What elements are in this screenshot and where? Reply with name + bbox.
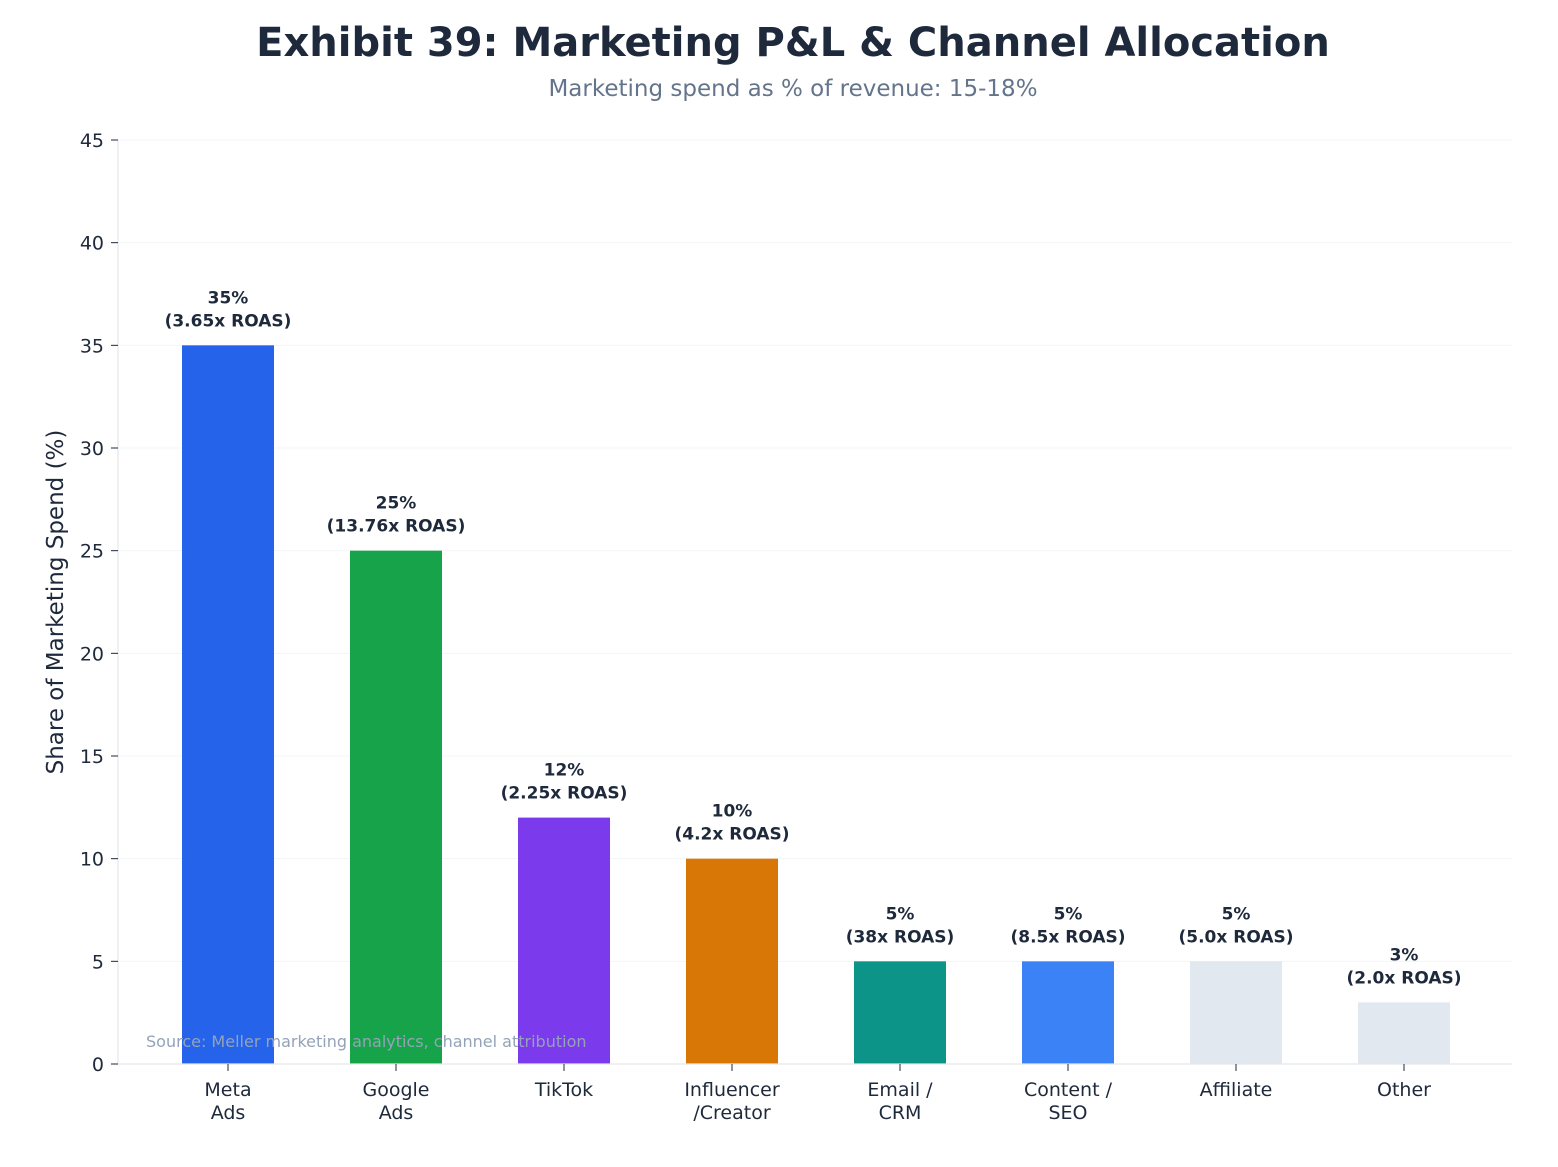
x-tick-label: Content / SEO	[1024, 1079, 1113, 1124]
x-tick-label: Google Ads	[362, 1079, 429, 1124]
data-label: 25% (13.76x ROAS)	[327, 494, 466, 537]
y-tick-label: 5	[92, 951, 104, 973]
bar	[854, 961, 946, 1064]
y-tick-label: 45	[80, 130, 104, 152]
data-label: 10% (4.2x ROAS)	[674, 802, 789, 845]
bar	[518, 817, 610, 1064]
bar	[1358, 1002, 1450, 1064]
source-note: Source: Meller marketing analytics, chan…	[146, 1032, 587, 1051]
x-tick-label: TikTok	[534, 1079, 593, 1101]
data-label: 12% (2.25x ROAS)	[501, 761, 628, 804]
data-label: 5% (38x ROAS)	[846, 904, 955, 947]
chart-title: Exhibit 39: Marketing P&L & Channel Allo…	[256, 20, 1330, 66]
bar	[1190, 961, 1282, 1064]
x-tick-label: Influencer/Creator	[684, 1079, 780, 1124]
bar	[350, 550, 442, 1064]
y-tick-label: 30	[80, 438, 104, 460]
y-tick-label: 15	[80, 746, 104, 768]
bar	[686, 858, 778, 1064]
x-tick-label: Meta Ads	[204, 1079, 251, 1124]
bar	[182, 345, 274, 1064]
y-tick-label: 0	[92, 1054, 104, 1076]
y-axis-label: Share of Marketing Spend (%)	[43, 430, 69, 775]
data-label: 35% (3.65x ROAS)	[165, 288, 292, 331]
x-tick-label: Affiliate	[1200, 1079, 1273, 1101]
y-tick-label: 25	[80, 541, 104, 563]
data-label: 5% (8.5x ROAS)	[1010, 904, 1125, 947]
data-label: 5% (5.0x ROAS)	[1178, 904, 1293, 947]
data-label: 3% (2.0x ROAS)	[1346, 945, 1461, 988]
y-tick-label: 20	[80, 643, 104, 665]
chart-subtitle: Marketing spend as % of revenue: 15-18%	[548, 76, 1037, 102]
bar	[1022, 961, 1114, 1064]
y-tick-label: 10	[80, 849, 104, 871]
x-tick-label: Other	[1377, 1079, 1431, 1101]
y-tick-label: 35	[80, 335, 104, 357]
x-tick-label: Email / CRM	[867, 1079, 933, 1124]
y-tick-label: 40	[80, 233, 104, 255]
